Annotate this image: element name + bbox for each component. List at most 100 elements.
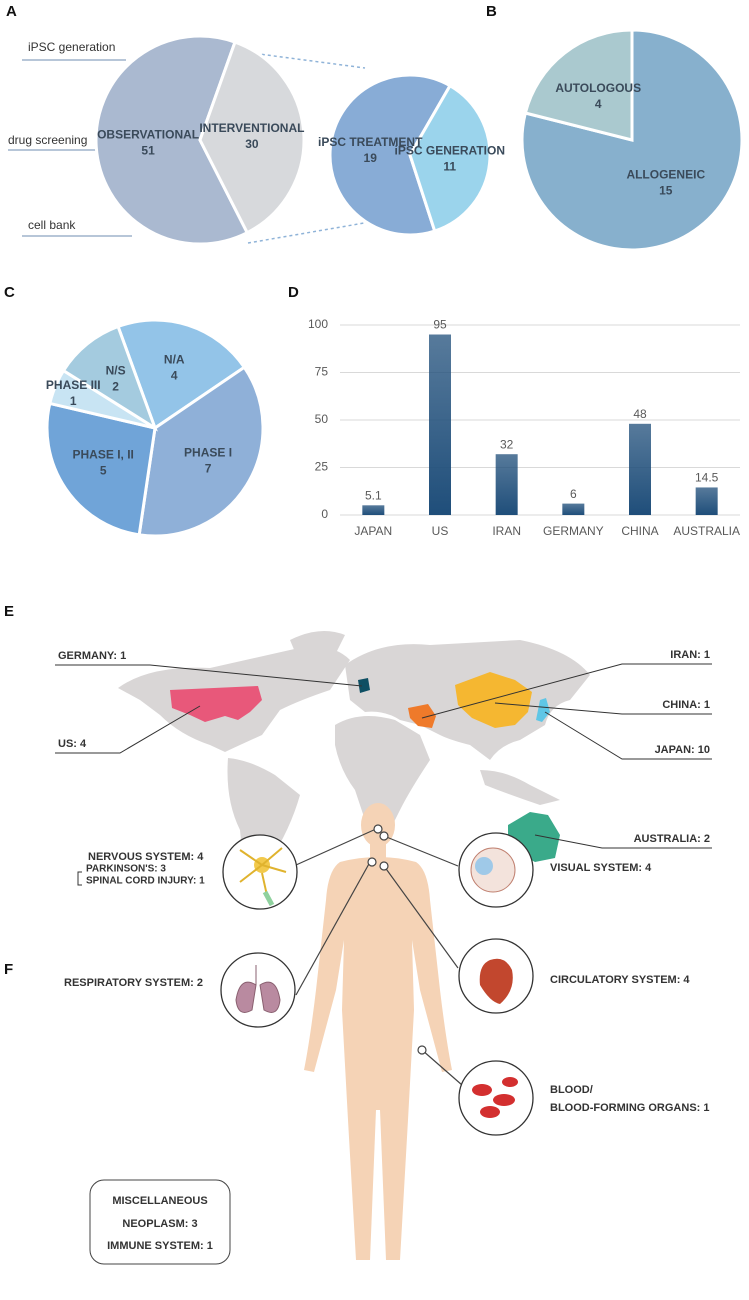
land	[335, 716, 430, 841]
bar	[429, 334, 451, 515]
slice-value: 7	[205, 461, 212, 475]
bar	[495, 454, 518, 515]
value-label: 5.1	[365, 488, 382, 502]
value-label: 95	[433, 318, 447, 332]
country	[170, 686, 262, 722]
country-label: AUSTRALIA: 2	[634, 833, 710, 845]
x-tick-label: JAPAN	[354, 524, 392, 538]
value-label: 6	[570, 487, 577, 501]
annotation: cell bank	[28, 218, 76, 232]
slice-value: 5	[100, 463, 107, 477]
land	[290, 631, 345, 657]
panel-label: E	[4, 603, 14, 620]
country-label: CHINA: 1	[662, 699, 710, 711]
system-label: RESPIRATORY SYSTEM: 2	[64, 977, 203, 989]
country-label: GERMANY: 1	[58, 650, 126, 662]
panel-label: D	[288, 284, 299, 301]
pie-slice	[94, 34, 250, 246]
slice-label: iPSC GENERATION	[395, 143, 505, 157]
slice-value: 1	[70, 394, 77, 408]
slice-value: 2	[112, 379, 119, 393]
y-tick-label: 0	[321, 507, 328, 521]
icon-art	[235, 847, 518, 1118]
system-label: VISUAL SYSTEM: 4	[550, 862, 652, 874]
misc-label: MISCELLANEOUS	[112, 1195, 207, 1207]
body	[304, 803, 452, 1260]
pie-slice	[61, 324, 158, 432]
pie	[94, 34, 306, 246]
system-label: BLOOD/	[550, 1084, 593, 1096]
x-tick-label: GERMANY	[543, 524, 604, 538]
slice-label: PHASE I, II	[73, 447, 134, 461]
panel-label: B	[486, 3, 497, 20]
bar	[362, 505, 385, 515]
slice-label: N/S	[106, 363, 126, 377]
y-tick-label: 25	[315, 460, 329, 474]
country	[358, 678, 370, 693]
x-tick-label: US	[432, 524, 449, 538]
misc-box	[89, 1179, 231, 1265]
value-label: 48	[633, 407, 647, 421]
bar	[695, 487, 718, 515]
panel-label: C	[4, 284, 15, 301]
pie-slice	[45, 401, 157, 537]
x-tick-label: IRAN	[492, 524, 521, 538]
annotation: iPSC generation	[28, 40, 115, 54]
system-detail: SPINAL CORD INJURY: 1	[86, 876, 205, 887]
slice-label: AUTOLOGOUS	[555, 81, 641, 95]
pie	[45, 318, 265, 538]
y-tick-label: 50	[315, 412, 329, 426]
slice-value: 11	[443, 159, 456, 173]
country	[536, 698, 550, 722]
zoom-line	[243, 51, 371, 244]
slice-value: 19	[364, 151, 378, 165]
pie-slice	[137, 365, 265, 538]
value-label: 32	[500, 437, 514, 451]
pie-slice	[328, 73, 453, 237]
system-detail: PARKINSON'S: 3	[86, 864, 166, 875]
panel-label: A	[6, 3, 17, 20]
country-label: JAPAN: 10	[655, 744, 710, 756]
slice-label: N/A	[164, 353, 185, 367]
x-tick-label: AUSTRALIA	[673, 524, 740, 538]
misc-label: IMMUNE SYSTEM: 1	[107, 1240, 213, 1252]
bar	[629, 423, 651, 515]
land	[480, 770, 560, 805]
pie-slice	[198, 40, 306, 235]
system-label: CIRCULATORY SYSTEM: 4	[550, 974, 690, 986]
bar	[562, 503, 585, 515]
slice-label: INTERVENTIONAL	[199, 121, 304, 135]
pie	[520, 28, 744, 252]
slice-label: PHASE III	[46, 378, 101, 392]
connectors	[295, 824, 463, 1086]
annotations	[8, 51, 371, 244]
slice-label: iPSC TREATMENT	[318, 135, 423, 149]
value-label: 14.5	[695, 471, 719, 485]
country	[455, 672, 532, 728]
annotation: drug screening	[8, 133, 87, 147]
slice-value: 4	[595, 97, 602, 111]
leader-lines	[55, 663, 712, 849]
slice-value: 30	[245, 137, 259, 151]
y-tick-label: 100	[308, 317, 328, 331]
country	[408, 704, 436, 728]
slice-value: 4	[171, 369, 178, 383]
system-label: BLOOD-FORMING ORGANS: 1	[550, 1102, 710, 1114]
slice-label: ALLOGENEIC	[626, 168, 705, 182]
slice-label: PHASE I	[184, 445, 232, 459]
slice-value: 51	[141, 143, 155, 157]
misc-label: NEOPLASM: 3	[122, 1218, 197, 1230]
y-tick-label: 75	[315, 365, 329, 379]
slice-label: OBSERVATIONAL	[97, 127, 199, 141]
pie-slice	[523, 28, 634, 142]
system-label: NERVOUS SYSTEM: 4	[88, 851, 204, 863]
x-tick-label: CHINA	[621, 524, 658, 538]
pie	[328, 73, 492, 237]
country-label: IRAN: 1	[670, 649, 710, 661]
country-label: US: 4	[58, 738, 87, 750]
pie-slice	[116, 318, 247, 431]
panel-label: F	[4, 961, 13, 978]
pie-slice	[408, 83, 492, 233]
slice-value: 15	[659, 184, 673, 198]
